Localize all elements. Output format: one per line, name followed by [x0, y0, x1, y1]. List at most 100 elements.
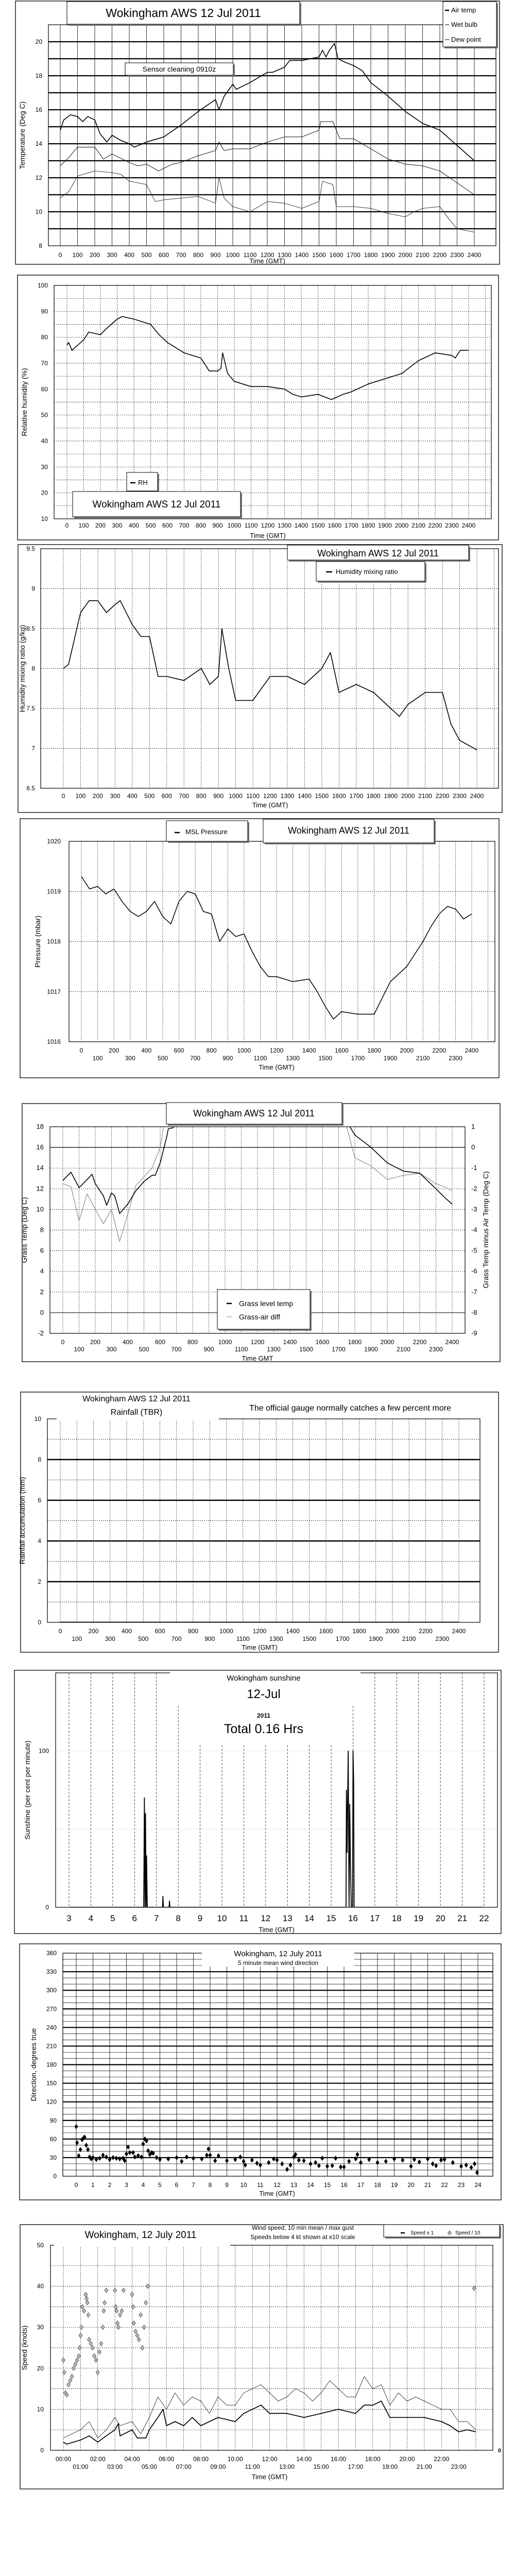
y-tick-label: 100: [38, 282, 48, 289]
wind-direction-point: [200, 2156, 204, 2162]
wind-direction-point: [339, 2164, 342, 2170]
wind-direction-point: [94, 2157, 98, 2162]
speed-div10-point: [119, 2308, 124, 2314]
annotation-box: [125, 62, 234, 76]
chart-title: Wokingham AWS 12 Jul 2011: [106, 6, 261, 20]
speed-div10-point: [92, 2353, 97, 2359]
x-tick-label: 03:00: [107, 2463, 123, 2470]
wind-direction-point: [439, 2157, 443, 2163]
x-tick-label: 12:00: [262, 2455, 277, 2463]
x-tick-label: 3: [125, 2181, 128, 2189]
speed-div10-point: [66, 2382, 71, 2387]
x-tick-label: 2200: [432, 1047, 446, 1054]
x-tick-label: 400: [127, 792, 138, 800]
x-tick-label: 1400: [295, 251, 309, 259]
y-axis-label: Speed (knots): [20, 2325, 28, 2370]
y-axis-label: Direction, degrees true: [29, 2028, 38, 2101]
x-tick-label: 800: [207, 1047, 217, 1054]
speed-div10-point: [133, 2329, 138, 2334]
speed-div10-point: [61, 2357, 65, 2363]
x-tick-label: 400: [141, 1047, 151, 1054]
y-tick-label: 20: [36, 38, 43, 45]
speed-div10-point: [139, 2312, 143, 2318]
speed-div10-point: [75, 2357, 79, 2363]
x-tick-label: 18:00: [365, 2455, 381, 2463]
annotation-label: Sensor cleaning 0910z: [143, 65, 216, 73]
chart-subtitle: Speeds below 4 kt shown at x10 scale: [250, 2233, 355, 2241]
chart-title: Wokingham AWS 12 Jul 2011: [82, 1395, 191, 1403]
y-tick-label: 8: [38, 1456, 41, 1463]
speed-div10-point: [136, 2337, 141, 2343]
mean-speed-line: [63, 2400, 476, 2445]
x-tick-label: 0: [59, 1628, 62, 1635]
x-tick-label: 1100: [246, 792, 260, 800]
x-tick-label: 1500: [312, 251, 326, 259]
y-tick-label: 16: [36, 106, 43, 113]
y-tick-label: 14: [37, 1164, 44, 1172]
max-gust-line: [63, 2376, 476, 2438]
wind-direction-point: [141, 2141, 145, 2147]
y-tick-label: 1016: [47, 1038, 61, 1045]
grass-level-temp-line: [62, 1127, 453, 1214]
x-tick-label: 2200: [419, 1628, 433, 1635]
y-tick-label: 12: [37, 1184, 44, 1192]
speed-div10-point: [116, 2325, 121, 2330]
x-tick-label: 4: [89, 1913, 93, 1923]
y-tick-label: 2: [40, 1288, 44, 1296]
wind-direction-point: [426, 2156, 430, 2162]
x-tick-label: 300: [110, 792, 120, 800]
x-tick-label: 2300: [450, 251, 464, 259]
wind-direction-point: [288, 2162, 293, 2168]
chart-title: Wokingham, 12 July 2011: [85, 2230, 197, 2241]
wind-direction-point: [233, 2157, 237, 2162]
x-tick-label: 22: [479, 1913, 489, 1923]
x-tick-label: 1800: [367, 1047, 381, 1054]
x-tick-label: 800: [196, 522, 206, 529]
y-tick-label: 4: [40, 1267, 44, 1275]
speed-div10-point: [82, 2308, 86, 2314]
y-tick-label: 8: [39, 242, 42, 249]
sunshine-total: Total 0.16 Hrs: [224, 1722, 303, 1736]
wind-direction-point: [114, 2156, 118, 2161]
wind-direction-point: [151, 2150, 155, 2156]
wind-direction-point: [384, 2159, 388, 2164]
x-tick-label: 500: [158, 1055, 168, 1062]
x-tick-label: 300: [107, 251, 117, 259]
x-tick-label: 1500: [315, 792, 329, 800]
y-tick-label: 90: [41, 308, 48, 315]
legend-label: Air temp: [451, 6, 476, 14]
x-tick-label: 1000: [228, 522, 242, 529]
wind-direction-point: [216, 2153, 220, 2159]
x-tick-label: 16:00: [331, 2455, 346, 2463]
speed-div10-point: [114, 2308, 119, 2314]
y-tick-label: 9.5: [26, 545, 35, 552]
legend-box: [126, 472, 158, 492]
y-tick-label: 30: [37, 2324, 44, 2331]
y-axis-label: Sunshine (per cent per minute): [23, 1740, 31, 1839]
x-axis-label: Time (GMT): [250, 532, 286, 539]
x-tick-label: 01:00: [73, 2463, 88, 2470]
wind-direction-point: [285, 2166, 289, 2172]
x-tick-label: 6: [175, 2181, 179, 2189]
wind-direction-point: [347, 2159, 351, 2164]
speed-div10-point: [99, 2341, 104, 2347]
speed-div10-point: [62, 2369, 66, 2375]
chart-title: Wokingham sunshine: [227, 1674, 300, 1683]
wind-direction-point: [417, 2159, 421, 2165]
x-tick-label: 17: [370, 1913, 380, 1923]
x-tick-label: 21:00: [417, 2463, 432, 2470]
x-tick-label: 400: [124, 251, 134, 259]
chart-date: 12-Jul: [247, 1687, 280, 1701]
chart-title: Wokingham AWS 12 Jul 2011: [93, 499, 221, 510]
y-tick-label: 1017: [47, 988, 61, 995]
wind-direction-point: [325, 2163, 329, 2169]
x-tick-label: 1100: [245, 522, 258, 529]
y2-tick-label: -2: [471, 1184, 477, 1192]
wind-direction-point: [140, 2154, 144, 2160]
y-tick-label: 18: [36, 72, 43, 79]
chart-title-box: [287, 545, 469, 561]
wind-direction-point: [75, 2140, 79, 2146]
x-tick-label: 300: [105, 1635, 115, 1642]
speed-div10-point: [102, 2300, 107, 2306]
chart-frame: [15, 1, 500, 265]
